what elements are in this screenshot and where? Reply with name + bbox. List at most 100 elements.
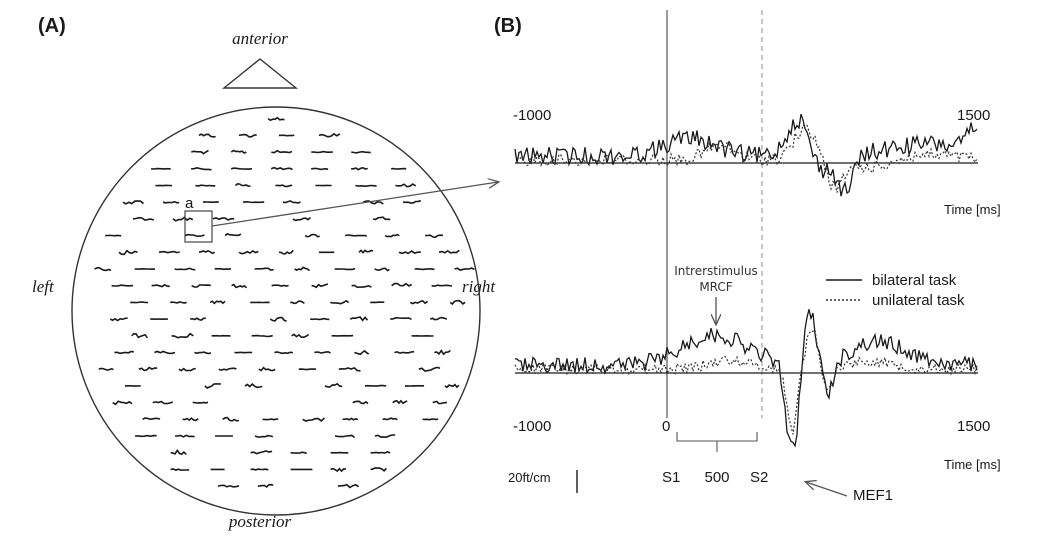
sensor-trace bbox=[351, 166, 368, 171]
sensor-trace bbox=[111, 284, 134, 287]
sensor-trace bbox=[364, 384, 387, 387]
sensor-trace bbox=[395, 183, 417, 188]
sensor-trace bbox=[330, 467, 347, 473]
sensor-trace bbox=[431, 284, 453, 288]
sensor-trace bbox=[392, 399, 408, 405]
sensor-trace bbox=[342, 417, 359, 421]
sensor-trace bbox=[238, 133, 257, 138]
sensor-trace bbox=[278, 134, 295, 137]
sensor-trace bbox=[438, 249, 460, 254]
sensor-trace bbox=[112, 400, 133, 406]
sensor-trace bbox=[174, 267, 196, 271]
sensor-trace bbox=[212, 217, 235, 221]
sensor-trace bbox=[250, 468, 269, 471]
sensor-trace bbox=[311, 150, 333, 154]
sensor-array bbox=[94, 116, 475, 489]
sensor-trace bbox=[434, 349, 451, 356]
bottom-bilateral-trace bbox=[514, 309, 978, 448]
sensor-trace bbox=[230, 167, 253, 170]
sensor-trace bbox=[374, 434, 396, 439]
sensor-trace bbox=[262, 418, 279, 421]
sensor-trace bbox=[414, 267, 435, 271]
sensor-trace bbox=[154, 350, 176, 355]
legend-solid-label: bilateral task bbox=[872, 272, 957, 289]
top-xmin-label: -1000 bbox=[513, 107, 551, 124]
panel-b-label: (B) bbox=[494, 15, 522, 37]
sensor-trace bbox=[198, 133, 216, 138]
sensor-trace bbox=[118, 249, 138, 256]
scale-bar-label: 20ft/cm bbox=[508, 470, 551, 485]
posterior-label: posterior bbox=[228, 512, 292, 531]
sensor-trace bbox=[254, 267, 274, 272]
sensor-trace bbox=[370, 467, 387, 472]
sensor-trace bbox=[162, 200, 180, 204]
sensor-trace bbox=[418, 366, 441, 372]
sensor-trace bbox=[278, 249, 294, 255]
sensor-trace bbox=[231, 283, 248, 289]
sensor-trace bbox=[142, 417, 161, 421]
sensor-trace bbox=[304, 233, 320, 238]
sensor-trace bbox=[271, 149, 293, 154]
sensor-trace bbox=[109, 317, 128, 322]
legend-dotted-label: unilateral task bbox=[872, 292, 965, 309]
sensor-trace bbox=[194, 351, 212, 355]
sensor-trace bbox=[352, 400, 369, 405]
sensor-trace bbox=[192, 401, 209, 404]
sensor-trace bbox=[358, 249, 374, 254]
sensor-trace bbox=[151, 283, 170, 288]
sensor-trace bbox=[310, 317, 330, 321]
sensor-trace bbox=[454, 267, 475, 272]
sensor-trace bbox=[338, 366, 361, 372]
zoom-arrow bbox=[211, 182, 498, 227]
sensor-trace bbox=[402, 199, 422, 204]
s1-label: S1 bbox=[662, 469, 680, 486]
sensor-trace bbox=[224, 232, 242, 237]
sensor-trace bbox=[290, 300, 305, 305]
bottom-zero-label: 0 bbox=[662, 418, 670, 435]
panel-a: (A) anterior posterior left right a bbox=[32, 15, 498, 531]
sensor-trace bbox=[271, 284, 289, 287]
sensor-trace bbox=[354, 349, 370, 356]
sensor-trace bbox=[324, 382, 343, 388]
sensor-trace bbox=[394, 350, 415, 355]
sensor-trace bbox=[170, 468, 190, 472]
sensor-trace bbox=[294, 266, 310, 272]
sensor-trace bbox=[195, 184, 216, 187]
sensor-trace bbox=[398, 250, 421, 255]
sensor-trace bbox=[444, 383, 460, 389]
sensor-trace bbox=[134, 434, 157, 438]
selected-sensor-box bbox=[184, 210, 213, 243]
sensor-trace bbox=[251, 334, 273, 338]
sensor-trace bbox=[275, 184, 293, 188]
sensor-trace bbox=[351, 284, 372, 289]
bottom-xmax-label: 1500 bbox=[957, 418, 990, 435]
sensor-trace bbox=[130, 301, 148, 304]
sensor-trace bbox=[334, 267, 356, 271]
sensor-trace bbox=[291, 333, 310, 338]
head-outline bbox=[71, 106, 481, 516]
sensor-trace bbox=[171, 332, 194, 339]
sensor-trace bbox=[174, 434, 195, 438]
panel-a-label: (A) bbox=[38, 15, 66, 37]
sensor-trace bbox=[222, 416, 240, 422]
sensor-trace bbox=[282, 200, 301, 204]
top-bilateral-trace bbox=[514, 113, 978, 197]
sensor-trace bbox=[425, 234, 443, 239]
panel-b: (B) -1000 1500 Time [ms] -1000 0 1500 Ti… bbox=[494, 10, 1001, 504]
sensor-trace bbox=[204, 383, 221, 389]
mef-arrow bbox=[806, 482, 848, 497]
sensor-trace bbox=[184, 233, 205, 238]
left-label: left bbox=[32, 277, 55, 296]
sensor-trace bbox=[258, 366, 276, 372]
sensor-trace bbox=[152, 400, 174, 405]
triangle-nose-icon bbox=[222, 58, 298, 89]
sensor-trace bbox=[244, 383, 263, 389]
sensor-trace bbox=[94, 266, 112, 272]
sensor-trace bbox=[178, 367, 196, 372]
s2-label: S2 bbox=[750, 469, 768, 486]
sensor-trace bbox=[344, 234, 367, 237]
sensor-trace bbox=[409, 300, 429, 305]
top-xmax-label: 1500 bbox=[957, 107, 990, 124]
sensor-trace bbox=[302, 417, 325, 422]
sensor-trace bbox=[172, 216, 194, 222]
